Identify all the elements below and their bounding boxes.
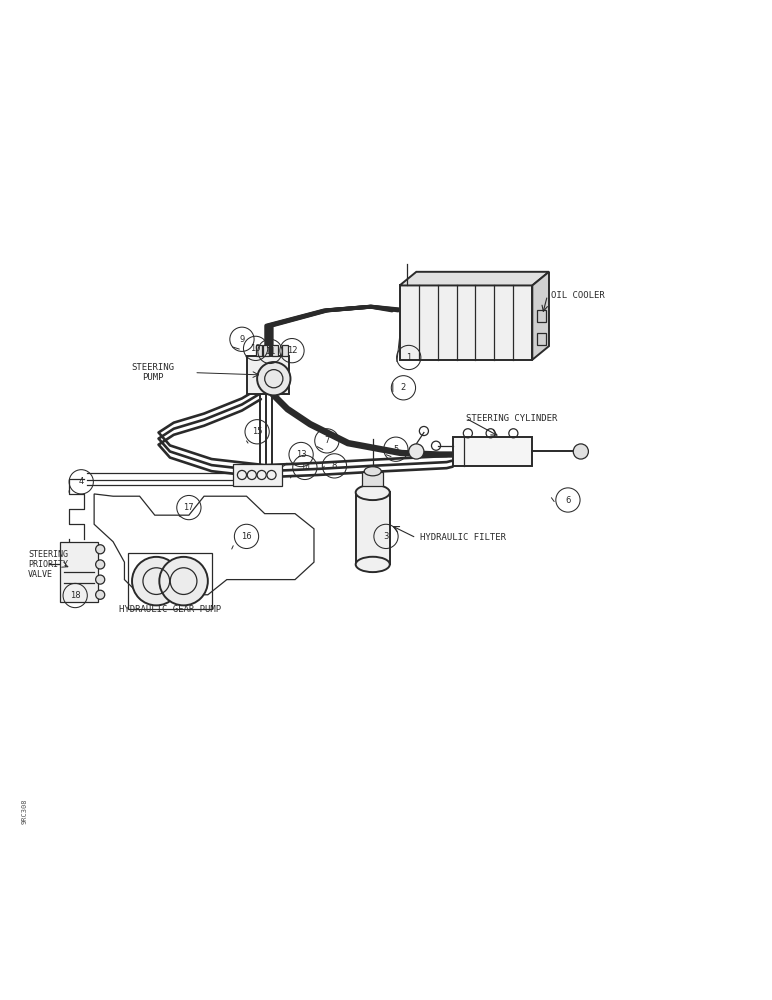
Bar	[247, 356, 289, 394]
Circle shape	[96, 545, 105, 554]
Ellipse shape	[356, 485, 390, 500]
Bar	[356, 492, 390, 564]
Text: 4: 4	[79, 477, 84, 486]
Text: 12: 12	[286, 346, 297, 355]
Bar	[537, 333, 547, 345]
Text: 18: 18	[69, 591, 80, 600]
Bar	[128, 553, 212, 609]
Text: 2: 2	[401, 383, 406, 392]
Bar	[60, 542, 98, 602]
Text: 3: 3	[384, 532, 388, 541]
Bar	[256, 345, 262, 356]
Bar	[282, 345, 288, 356]
Circle shape	[159, 557, 208, 605]
Bar	[452, 437, 533, 466]
Text: STEERING
PRIORITY
VALVE: STEERING PRIORITY VALVE	[28, 550, 68, 579]
Bar	[233, 464, 282, 486]
Text: HYDRAULIC GEAR PUMP: HYDRAULIC GEAR PUMP	[119, 605, 221, 614]
Text: 8: 8	[332, 461, 337, 470]
Text: 13: 13	[296, 450, 306, 459]
Text: 9RC308: 9RC308	[22, 798, 28, 824]
Polygon shape	[533, 272, 549, 360]
Circle shape	[96, 575, 105, 584]
Text: 15: 15	[252, 427, 262, 436]
Text: 1: 1	[406, 353, 411, 362]
Bar	[273, 345, 279, 356]
Ellipse shape	[356, 557, 390, 572]
Circle shape	[96, 590, 105, 599]
Bar	[537, 310, 547, 322]
Circle shape	[574, 444, 588, 459]
Text: OIL COOLER: OIL COOLER	[551, 291, 605, 300]
Text: HYDRAULIC FILTER: HYDRAULIC FILTER	[420, 533, 506, 542]
Circle shape	[132, 557, 181, 605]
Text: 14: 14	[300, 463, 310, 472]
Bar	[400, 285, 533, 360]
Text: 10: 10	[250, 344, 261, 353]
Text: 16: 16	[241, 532, 252, 541]
Text: 5: 5	[393, 445, 398, 454]
Text: STEERING
PUMP: STEERING PUMP	[131, 363, 174, 382]
Text: 9: 9	[239, 335, 245, 344]
Bar	[263, 345, 269, 356]
Text: 17: 17	[184, 503, 195, 512]
Circle shape	[96, 560, 105, 569]
Bar	[363, 472, 383, 486]
Circle shape	[408, 444, 424, 459]
Text: 11: 11	[265, 347, 276, 356]
Text: STEERING CYLINDER: STEERING CYLINDER	[466, 414, 557, 423]
Circle shape	[257, 362, 290, 395]
Text: 7: 7	[324, 436, 330, 445]
Ellipse shape	[364, 467, 381, 476]
Text: 6: 6	[565, 496, 571, 505]
Polygon shape	[400, 272, 549, 285]
